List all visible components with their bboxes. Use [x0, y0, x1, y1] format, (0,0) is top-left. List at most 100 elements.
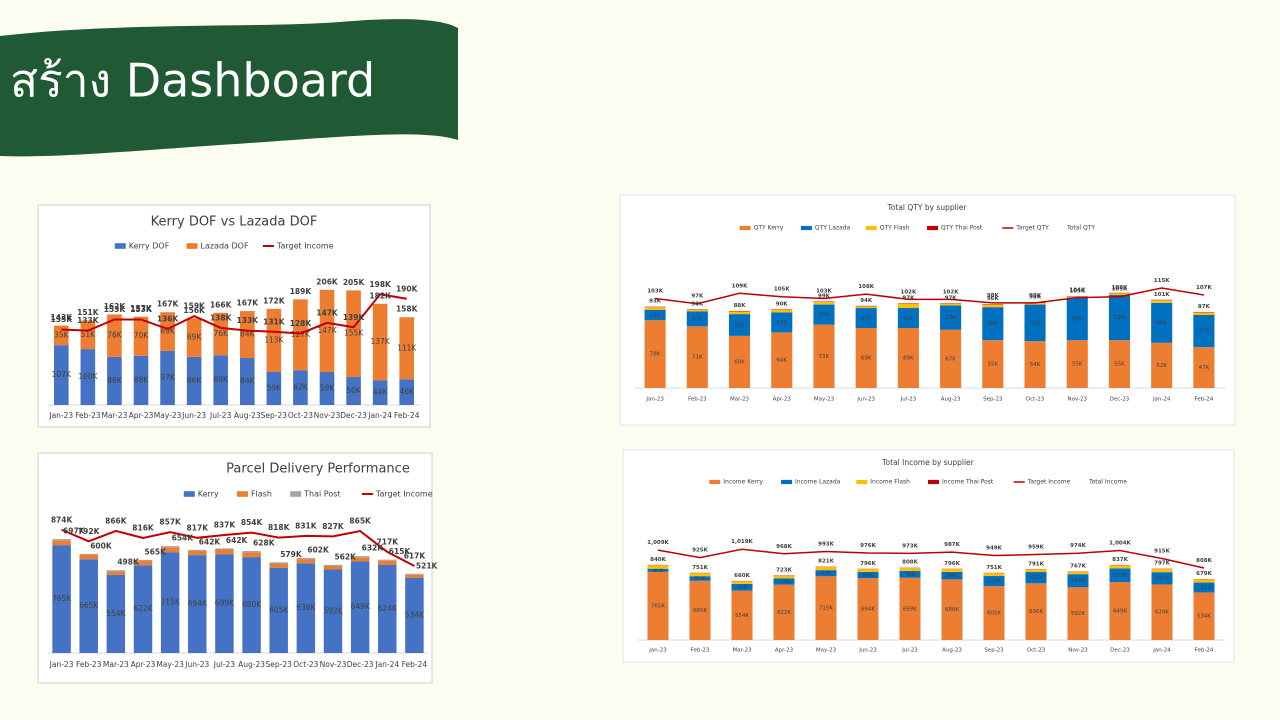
x-tick-label: Jan-24	[1152, 648, 1171, 654]
bar-segment	[188, 555, 207, 653]
data-label: 76K	[107, 331, 123, 340]
total-label: 767K	[1070, 563, 1086, 569]
total-label: 602K	[307, 545, 330, 554]
data-label: 605K	[269, 605, 289, 614]
bar-segment	[323, 569, 343, 653]
total-label: 182K	[369, 291, 392, 300]
legend-label: Income Lazada	[795, 479, 841, 486]
data-label: 46K	[1156, 320, 1167, 326]
data-label: 78K	[650, 352, 661, 358]
bar-segment	[815, 576, 837, 640]
bar-segment	[1193, 582, 1215, 593]
data-label: 622K	[777, 610, 791, 616]
line-label: 153K	[104, 305, 127, 314]
x-tick-label: Oct-23	[1026, 397, 1045, 403]
data-label: 534K	[1197, 614, 1211, 620]
chart-title: Parcel Delivery Performance	[226, 462, 410, 477]
data-label: 649K	[1113, 609, 1127, 615]
data-label: 76K	[213, 329, 229, 338]
data-label: 69K	[160, 326, 176, 335]
line-label: 198K	[369, 280, 392, 289]
bar-segment	[80, 349, 96, 405]
data-label: 592K	[1071, 611, 1085, 617]
line-label: 105K	[1112, 287, 1128, 293]
x-tick-label: May-23	[156, 660, 184, 669]
x-tick-label: Jul-23	[209, 411, 232, 420]
bar-segment	[813, 301, 835, 305]
line-label: 949K	[986, 545, 1002, 551]
data-label: 147K	[317, 326, 337, 335]
total-label: 751K	[986, 565, 1002, 571]
x-tick-label: Mar-23	[732, 648, 752, 654]
bar-segment	[728, 314, 751, 336]
total-label: 562K	[334, 552, 357, 561]
bar-segment	[1108, 293, 1131, 295]
line-label: 109K	[732, 283, 748, 289]
legend-label: Target QTY	[1015, 225, 1049, 232]
data-label: 55K	[988, 362, 999, 368]
line-label: 1,019K	[731, 539, 753, 545]
bar-segment	[1109, 565, 1131, 569]
line-label: 128K	[290, 319, 313, 328]
bar-segment	[188, 549, 207, 551]
line-label: 987K	[944, 542, 960, 548]
bar-segment	[1193, 592, 1215, 640]
bar-segment	[160, 546, 180, 548]
data-label: 55K	[1072, 362, 1083, 368]
bar-segment	[940, 305, 962, 330]
data-label: 137K	[371, 337, 391, 346]
bar-segment	[1066, 297, 1088, 341]
data-label: 35K	[653, 568, 664, 574]
bar-segment	[1024, 304, 1046, 342]
x-tick-label: Jan-24	[1152, 397, 1171, 403]
legend-label: Flash	[251, 490, 272, 499]
bar-segment	[323, 564, 343, 567]
x-tick-label: Mar-23	[730, 397, 750, 403]
data-label: 649K	[351, 602, 371, 611]
bar-segment	[731, 581, 753, 584]
bar-segment	[1109, 582, 1131, 640]
title-banner	[0, 19, 458, 157]
line-label: 915K	[1154, 548, 1170, 554]
bar-segment	[1151, 300, 1173, 303]
data-label: 680K	[945, 607, 959, 613]
x-tick-label: Sep-23	[984, 648, 1004, 654]
line-label: 993K	[818, 542, 834, 548]
bar-segment	[378, 559, 397, 561]
legend-swatch	[236, 491, 248, 497]
data-label: 23K	[861, 316, 872, 322]
x-tick-label: Feb-24	[394, 411, 420, 420]
bar-segment	[857, 572, 879, 579]
data-label: 35K	[54, 330, 70, 339]
total-label: 723K	[776, 567, 792, 573]
data-label: 680K	[242, 600, 262, 609]
bar-segment	[269, 567, 288, 653]
total-label: 87K	[1198, 304, 1211, 310]
bar-segment	[1025, 569, 1047, 573]
bar-segment	[689, 573, 711, 577]
bar-segment	[133, 355, 149, 405]
total-label: 88K	[734, 303, 747, 309]
data-label: 699K	[903, 606, 917, 612]
bar-segment	[239, 311, 255, 359]
bar-segment	[940, 303, 962, 306]
bar-segment	[293, 299, 308, 371]
line-label: 865K	[349, 517, 372, 526]
bar-segment	[133, 561, 153, 566]
x-tick-label: Jun-23	[184, 660, 209, 669]
data-label: 50K	[346, 386, 362, 395]
bar-segment	[266, 308, 282, 373]
x-tick-label: Feb-24	[402, 660, 428, 669]
bar-segment	[647, 568, 669, 572]
bar-segment	[266, 372, 282, 405]
x-tick-label: Feb-24	[1195, 397, 1214, 403]
bar-segment	[899, 577, 921, 640]
x-tick-label: Jul-23	[213, 660, 236, 669]
data-label: 51K	[81, 330, 97, 339]
bar-segment	[160, 312, 175, 351]
data-label: 715K	[161, 598, 181, 607]
x-tick-label: Apr-23	[775, 648, 794, 654]
data-label: 44K	[373, 388, 389, 397]
data-label: 111K	[1197, 585, 1211, 591]
